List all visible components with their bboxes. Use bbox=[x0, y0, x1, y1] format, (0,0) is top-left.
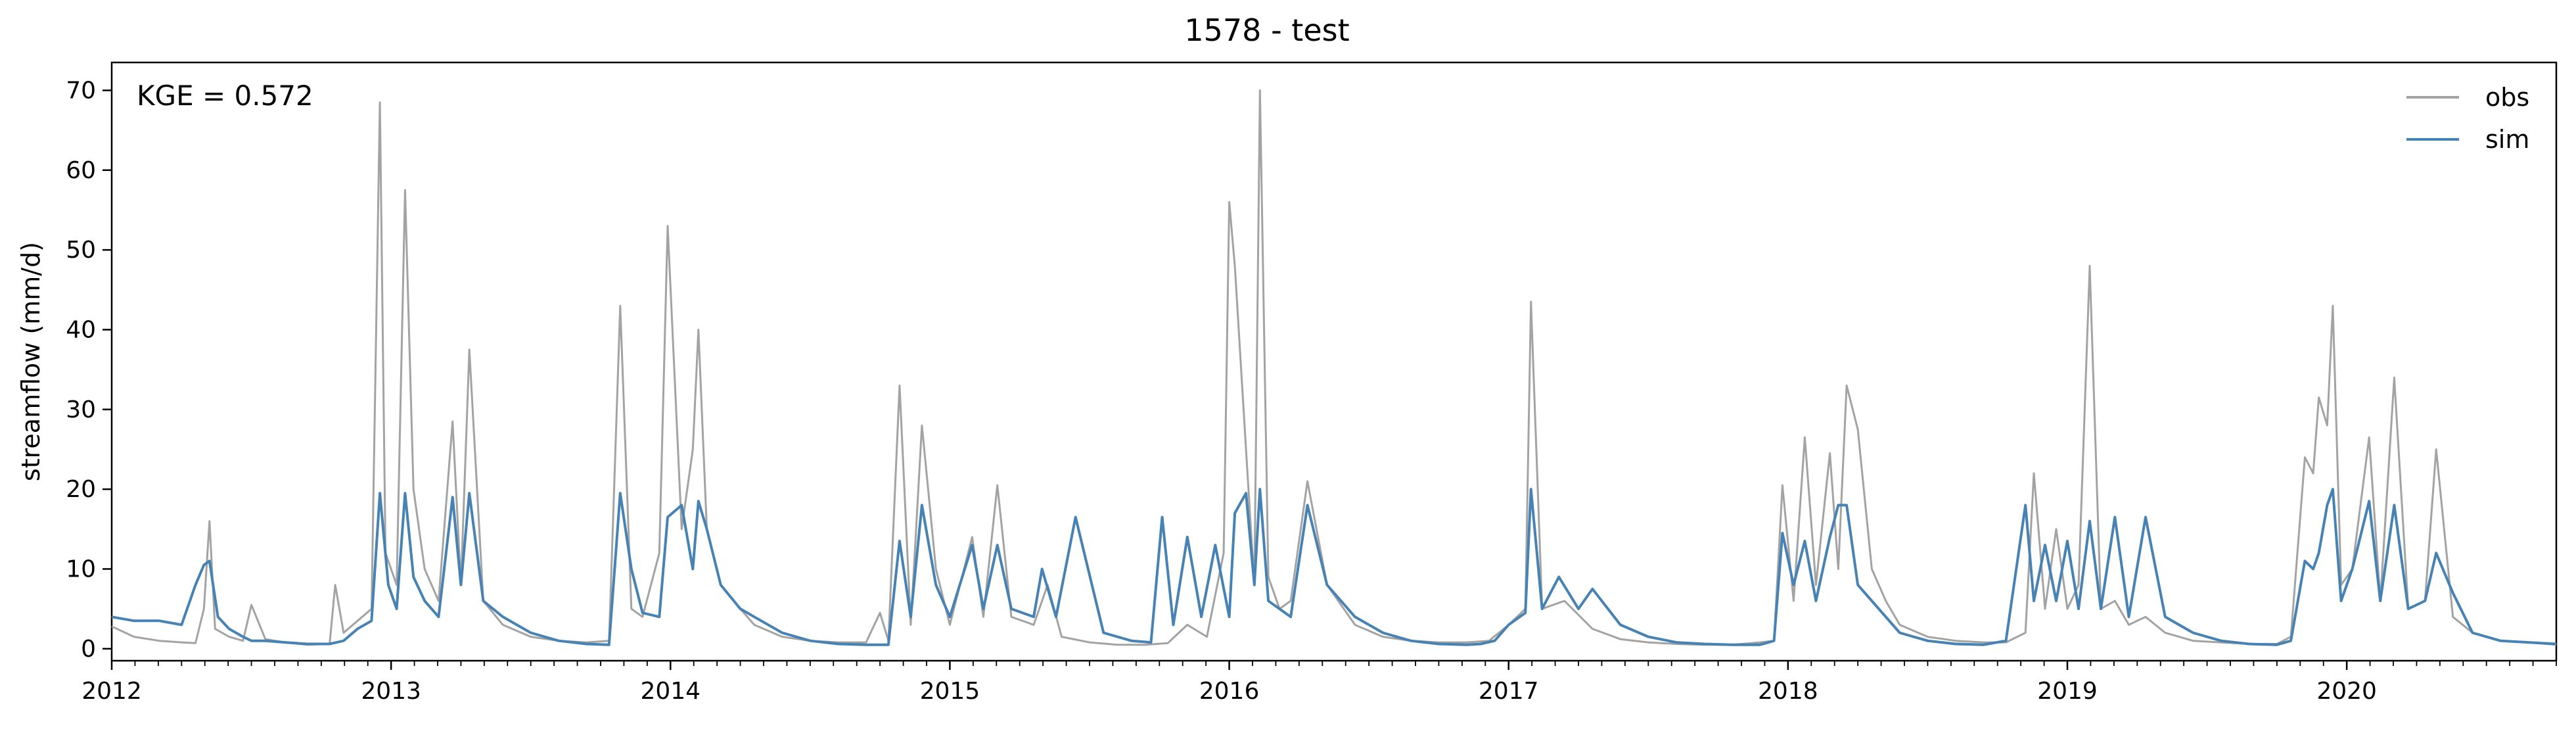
y-tick-label: 30 bbox=[66, 396, 96, 423]
kge-annotation: KGE = 0.572 bbox=[137, 80, 313, 112]
legend-label-obs: obs bbox=[2485, 83, 2529, 112]
legend-label-sim: sim bbox=[2485, 125, 2529, 154]
y-tick-label: 0 bbox=[81, 636, 96, 663]
x-axis: 2012 2013 2014 2015 2016 2017 2018 2019 2020 bbox=[81, 661, 2557, 705]
y-tick-label: 20 bbox=[66, 476, 96, 503]
x-tick-label: 2017 bbox=[1479, 678, 1539, 705]
series-line-sim bbox=[111, 488, 2557, 646]
x-tick-label: 2013 bbox=[361, 678, 421, 705]
x-tick-label: 2016 bbox=[1199, 678, 1260, 705]
series-layer bbox=[111, 89, 2557, 646]
y-tick-label: 10 bbox=[66, 556, 96, 582]
chart-title: 1578 - test bbox=[1184, 12, 1349, 48]
x-tick-label: 2012 bbox=[81, 678, 142, 705]
x-tick-label: 2020 bbox=[2316, 678, 2377, 705]
y-tick-label: 70 bbox=[66, 77, 96, 104]
legend: obs sim bbox=[2406, 83, 2529, 154]
x-tick-label: 2015 bbox=[920, 678, 980, 705]
y-tick-label: 50 bbox=[66, 237, 96, 264]
x-tick-label: 2018 bbox=[1758, 678, 1818, 705]
y-axis: 0 10 20 30 40 50 60 70 bbox=[66, 77, 112, 663]
y-tick-label: 40 bbox=[66, 316, 96, 343]
plot-area bbox=[110, 61, 2558, 662]
y-axis-title: streamflow (mm/d) bbox=[16, 242, 45, 481]
x-tick-label: 2014 bbox=[640, 678, 701, 705]
y-tick-label: 60 bbox=[66, 157, 96, 184]
plot-frame bbox=[110, 61, 2558, 662]
x-tick-label: 2019 bbox=[2037, 678, 2098, 705]
